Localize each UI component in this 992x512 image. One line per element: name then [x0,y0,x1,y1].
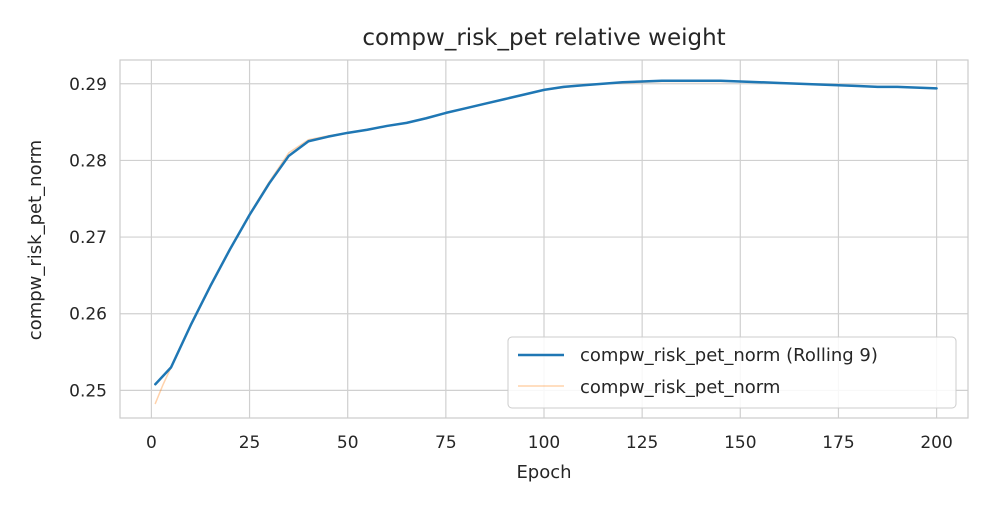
plot-frame [119,59,969,419]
legend-label-rolling: compw_risk_pet_norm (Rolling 9) [580,345,878,366]
series-layer [154,79,938,405]
y-tick-label: 0.27 [69,228,107,248]
y-axis-label: compw_risk_pet_norm [25,140,46,340]
x-tick-label: 200 [920,433,952,453]
x-tick-label: 25 [239,433,261,453]
x-tick-label: 50 [337,433,359,453]
series-line-rolling [154,79,938,386]
legend: compw_risk_pet_norm (Rolling 9) compw_ri… [507,336,957,409]
y-tick-label: 0.26 [69,305,107,325]
x-tick-label: 150 [724,433,756,453]
y-tick-label: 0.28 [69,151,107,171]
legend-box [507,336,957,409]
y-tick-label: 0.25 [69,381,107,401]
x-tick-label: 0 [146,433,157,453]
x-tick-label: 125 [626,433,658,453]
y-tick-label: 0.29 [69,75,107,95]
x-tick-label: 75 [435,433,457,453]
x-tick-label: 175 [822,433,854,453]
y-tick-labels: 0.25 0.26 0.27 0.28 0.29 [69,75,107,402]
chart-title: compw_risk_pet relative weight [362,25,725,51]
x-tick-label: 100 [528,433,560,453]
legend-label-raw: compw_risk_pet_norm [580,377,780,398]
x-tick-labels: 0 25 50 75 100 125 150 175 200 [146,433,953,453]
x-axis-label: Epoch [516,462,571,483]
